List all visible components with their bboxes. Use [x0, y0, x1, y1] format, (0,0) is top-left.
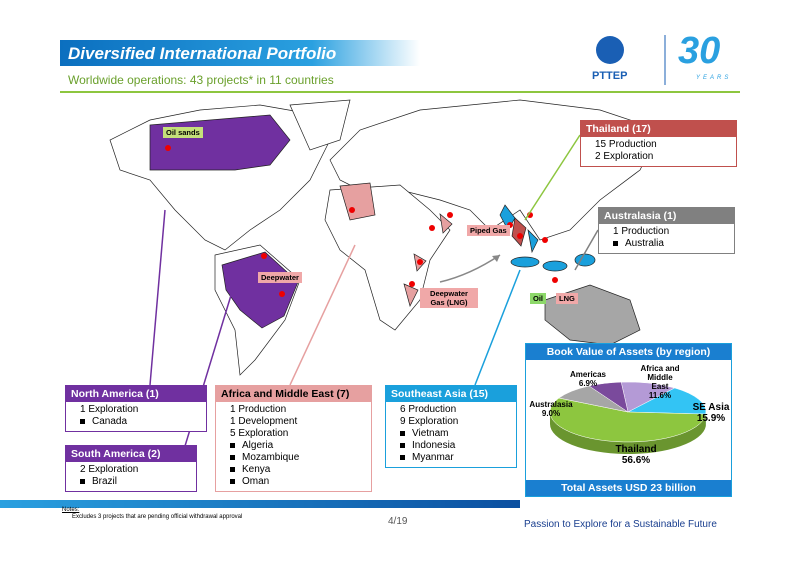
region-list: 1 Exploration Canada [66, 404, 206, 428]
logo-mark [596, 36, 624, 64]
region-item: 15 Production [595, 139, 657, 150]
region-list: 15 Production 2 Exploration [581, 139, 736, 163]
region-title: Australasia (1) [599, 208, 734, 224]
page-number: 4/19 [388, 516, 408, 527]
region-box: Australasia (1) 1 Production Australia [598, 207, 735, 254]
pie-value-label: 56.6% [621, 455, 651, 466]
map-label: Oil [530, 293, 547, 304]
region-item: 5 Exploration [230, 428, 289, 439]
region-box: Southeast Asia (15) 6 Production 9 Explora… [385, 385, 517, 468]
pie-label: Africa and Middle East 11.6% [638, 364, 682, 400]
map-label: Oil sands [163, 127, 203, 138]
pie-slice-side [550, 412, 706, 455]
pie-total: Total Assets USD 23 billion [526, 480, 731, 496]
region-list: 6 Production 9 Exploration Vietnam Indonesi… [386, 404, 516, 464]
region-item: 9 Exploration [400, 416, 459, 427]
logo-text: PTTEP [592, 70, 628, 82]
pie-value-label: 6.9% [578, 379, 598, 388]
region-item: 6 Production [400, 404, 457, 415]
region-country: Vietnam [400, 428, 516, 440]
pie-label: SE Asia 15.9% [686, 402, 736, 424]
pie-slice-top [588, 381, 629, 413]
pie-value-label: 11.6% [648, 391, 672, 400]
region-country: Indonesia [400, 440, 516, 452]
region-country: Mozambique [230, 452, 371, 464]
pie-category: SE Asia [692, 402, 730, 413]
pie-label: Americas 6.9% [566, 370, 610, 388]
pie-value-label: 15.9% [696, 413, 726, 424]
map-label: Deepwater [258, 272, 302, 283]
region-item: 1 Production [613, 226, 670, 237]
pie-slice [588, 381, 629, 413]
pie-category: Thailand [615, 444, 657, 455]
region-box: South America (2) 2 Exploration Brazil [65, 445, 197, 492]
pie-value-label: 9.0% [541, 409, 561, 418]
tagline: Passion to Explore for a Sustainable Fut… [524, 519, 717, 530]
pie-slice-top [549, 397, 707, 443]
title: Diversified International Portfolio [68, 44, 337, 63]
region-country: Algeria [230, 440, 371, 452]
book-value-panel: Book Value of Assets (by region) Total A… [525, 343, 732, 497]
anniversary: 30 [678, 30, 721, 72]
pie-slice [627, 387, 707, 427]
pie-label: Thailand 56.6% [606, 444, 666, 466]
pie-slice-top [627, 387, 707, 415]
anniversary-caption: YEARS [696, 75, 732, 81]
subtitle: Worldwide operations: 43 projects* in 11… [68, 73, 334, 87]
footer-bar [0, 500, 520, 508]
region-item: 1 Production [230, 404, 287, 415]
region-title: Southeast Asia (15) [386, 386, 516, 402]
pie-category: Africa and Middle East [640, 364, 680, 391]
region-item: 1 Development [230, 416, 298, 427]
region-country: Australia [613, 238, 734, 250]
title-bar [60, 40, 420, 66]
region-list: 1 Production Australia [599, 226, 734, 250]
pie-category: Americas [569, 370, 607, 379]
region-title: Thailand (17) [581, 121, 736, 137]
continents [109, 99, 661, 376]
region-item: 2 Exploration [595, 151, 654, 162]
pie-label: Australasia 9.0% [526, 400, 576, 418]
region-country: Canada [80, 416, 206, 428]
project-dots [165, 145, 558, 297]
pie-category: Australasia [529, 400, 573, 409]
region-item: 1 Exploration [80, 404, 139, 415]
region-title: North America (1) [66, 386, 206, 402]
notes-title: Notes: [62, 507, 80, 513]
pie-title: Book Value of Assets (by region) [526, 344, 731, 360]
region-country: Myanmar [400, 452, 516, 464]
region-country: Brazil [80, 476, 196, 488]
region-list: 2 Exploration Brazil [66, 464, 196, 488]
map-label: Piped Gas [467, 225, 510, 236]
region-country: Oman [230, 476, 371, 488]
region-box: Africa and Middle East (7) 1 Production 1 … [215, 385, 372, 492]
region-box: Thailand (17) 15 Production 2 Exploration [580, 120, 737, 167]
map-label: LNG [556, 293, 578, 304]
region-country: Kenya [230, 464, 371, 476]
region-list: 1 Production 1 Development 5 Exploration Al… [216, 404, 371, 488]
note: Excludes 3 projects that are pending off… [72, 514, 243, 520]
region-title: South America (2) [66, 446, 196, 462]
pie-slice [549, 397, 707, 455]
region-title: Africa and Middle East (7) [216, 386, 371, 402]
pie-chart [549, 381, 707, 455]
map-label: Deepwater Gas (LNG) [420, 288, 478, 308]
region-box: North America (1) 1 Exploration Canada [65, 385, 207, 432]
region-item: 2 Exploration [80, 464, 139, 475]
